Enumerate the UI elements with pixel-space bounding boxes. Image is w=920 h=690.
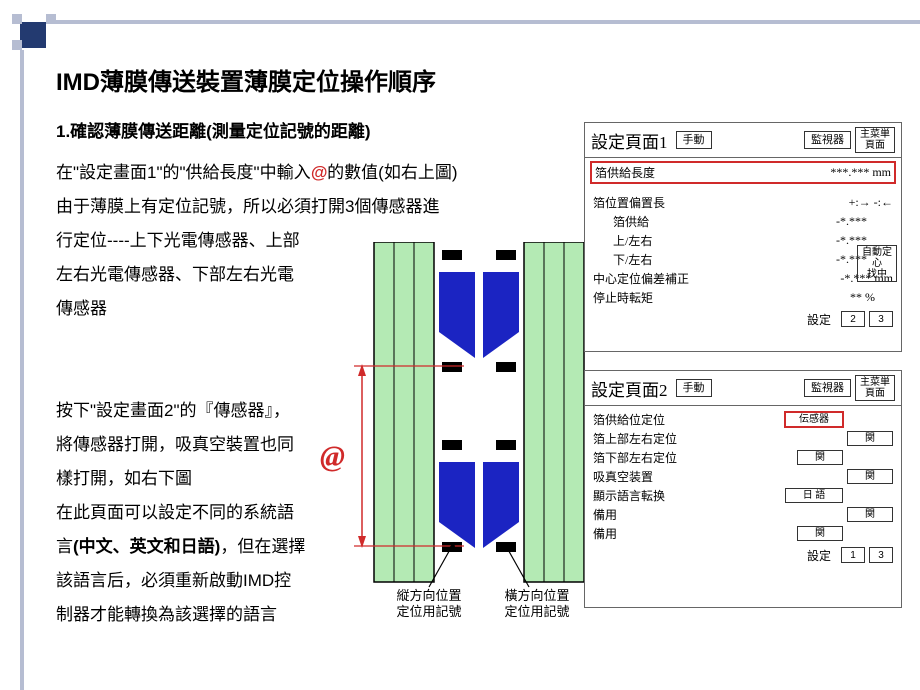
supply-length-row: 箔供給長度 ***.*** mm [591, 162, 895, 183]
off-button[interactable]: 関 [847, 431, 893, 446]
page-title: IMD薄膜傳送裝置薄膜定位操作順序 [56, 62, 902, 97]
sensor-row: 箔供給位定位 伝感器 [585, 410, 901, 429]
off-button[interactable]: 関 [847, 507, 893, 522]
manual-button[interactable]: 手動 [676, 379, 712, 397]
off-button[interactable]: 関 [797, 526, 843, 541]
lower-lr-pos-row: 箔下部左右定位 関 [585, 448, 901, 467]
upper-lr-pos-row: 箔上部左右定位 関 [585, 429, 901, 448]
at-inline: @ [311, 163, 328, 182]
page2-button[interactable]: 2 [841, 311, 865, 327]
horizontal-mark-label: 橫方向位置 定位用記號 [492, 588, 582, 619]
off-button[interactable]: 関 [847, 469, 893, 484]
page3-button[interactable]: 3 [869, 547, 893, 563]
page-content: IMD薄膜傳送裝置薄膜定位操作順序 1.確認薄膜傳送距離(測量定位記號的距離) … [56, 62, 902, 670]
diagram-svg [314, 242, 614, 622]
offset-row: 箔位置偏置長 +:→ -:← [585, 193, 901, 212]
vacuum-row: 吸真空装置 関 [585, 467, 901, 486]
panel1-head: 設定頁面1 手動 監視器 主菜単頁面 [585, 123, 901, 155]
mainmenu-button[interactable]: 主菜単頁面 [855, 375, 895, 401]
settings-panel-2: 設定頁面2 手動 監視器 主菜単頁面 箔供給位定位 伝感器 箔上部左右定位 関 … [584, 370, 902, 608]
lower-lr-row: 下/左右 -*.*** [585, 250, 901, 269]
corner-decoration [12, 14, 56, 50]
center-corr-row: 中心定位偏差補正 -*.*** mm [585, 269, 901, 288]
panel2-footer: 設定 1 3 [585, 543, 901, 570]
feed-row: 箔供給 -*.*** [585, 212, 901, 231]
vertical-mark-label: 縦方向位置 定位用記號 [384, 588, 474, 619]
left-bar [20, 50, 24, 690]
supply-length-label: 箔供給長度 [595, 164, 655, 181]
language-row: 顯示語言転换 日 語 [585, 486, 901, 505]
panel2-title: 設定頁面2 [591, 376, 668, 401]
upper-lr-row: 上/左右 -*.*** [585, 231, 901, 250]
para2: 由于薄膜上有定位記號，所以必須打開3個傳感器進 [56, 197, 439, 216]
para4: 按下"設定畫面2"的『傳感器』，將傳感器打開，吸真空裝置也同樣打開，如右下圖 [56, 401, 294, 488]
page1-button[interactable]: 1 [841, 547, 865, 563]
manual-button[interactable]: 手動 [676, 131, 712, 149]
film-diagram: @ 縦方向位置 定位用記號 橫方向位置 定位用記號 [314, 242, 614, 622]
torque-row: 停止時転矩 ** % [585, 288, 901, 307]
para1b: 的數值(如右上圖) [327, 163, 457, 182]
auto-center-button[interactable]: 自動定心找中 [857, 245, 897, 282]
panel2-head: 設定頁面2 手動 監視器 主菜単頁面 [585, 371, 901, 403]
page3-button[interactable]: 3 [869, 311, 893, 327]
at-big: @ [320, 440, 345, 474]
spare2-row: 備用 関 [585, 524, 901, 543]
monitor-button[interactable]: 監視器 [804, 379, 851, 397]
settings-panel-1: 設定頁面1 手動 監視器 主菜単頁面 箔供給長度 ***.*** mm 箔位置偏… [584, 122, 902, 352]
language-button[interactable]: 日 語 [785, 488, 843, 503]
para5-lang: (中文、英文和日語) [73, 537, 220, 556]
sensor-button[interactable]: 伝感器 [785, 412, 843, 427]
top-bar [52, 20, 920, 24]
off-button[interactable]: 関 [797, 450, 843, 465]
setting-label: 設定 [807, 547, 831, 564]
spare1-row: 備用 関 [585, 505, 901, 524]
panel1-footer: 設定 2 3 [585, 307, 901, 334]
mainmenu-button[interactable]: 主菜単頁面 [855, 127, 895, 153]
setting-label: 設定 [807, 311, 831, 328]
para1a: 在"設定畫面1"的"供給長度"中輸入 [56, 163, 311, 182]
monitor-button[interactable]: 監視器 [804, 131, 851, 149]
supply-length-value: ***.*** mm [830, 165, 891, 180]
panel1-title: 設定頁面1 [591, 128, 668, 153]
